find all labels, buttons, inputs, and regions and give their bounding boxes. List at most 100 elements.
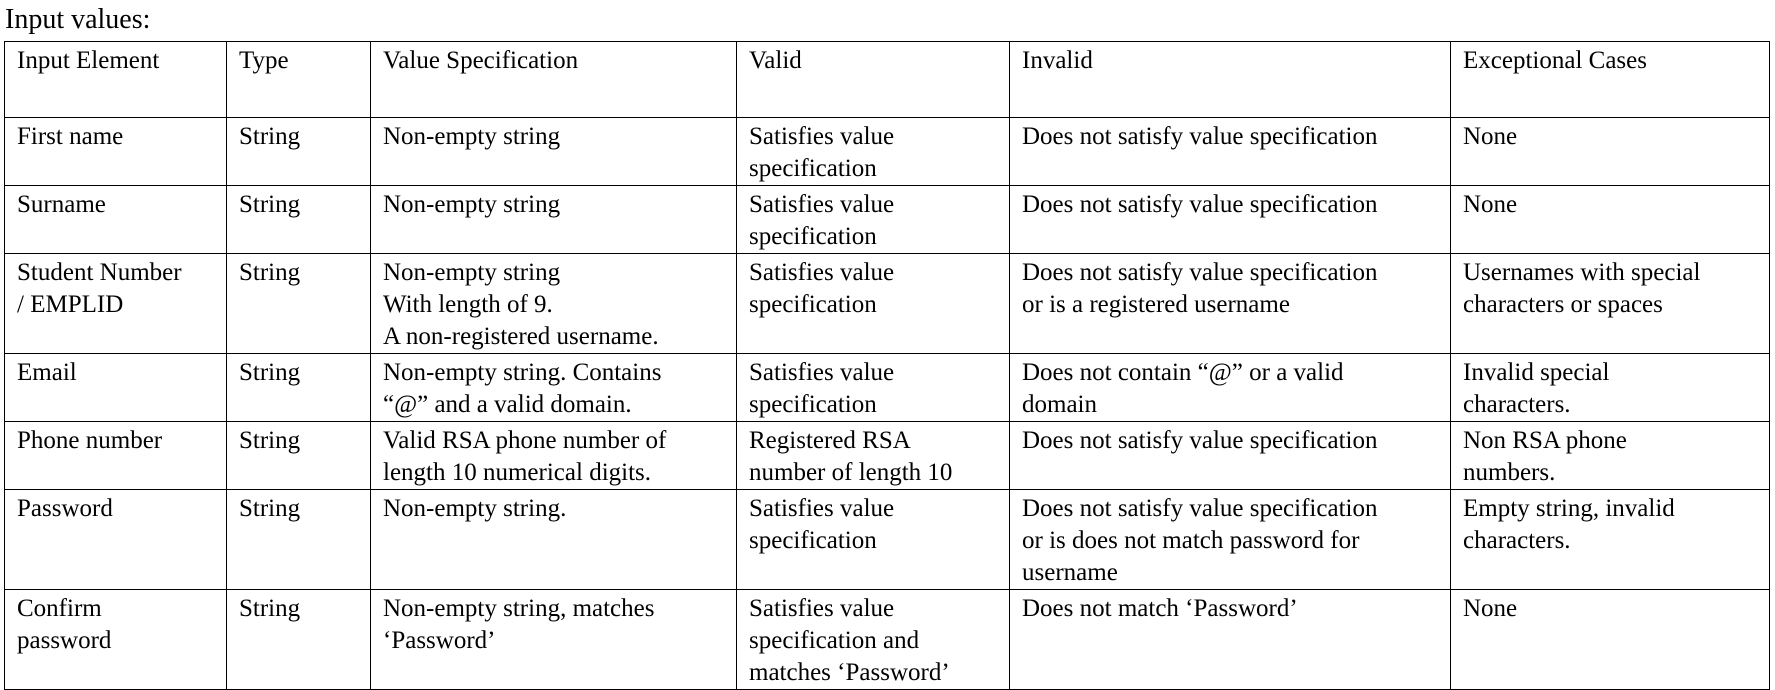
cell-text-line: characters. <box>1463 525 1757 557</box>
cell-input-element: Surname <box>5 186 227 254</box>
cell-valid: Satisfies value specification <box>737 354 1010 422</box>
cell-invalid: Does not satisfy value specification <box>1010 186 1451 254</box>
column-header-type: Type <box>227 42 371 118</box>
cell-invalid: Does not contain “@” or a valid domain <box>1010 354 1451 422</box>
column-header-label: Input Element <box>17 45 214 77</box>
cell-text-line: specification <box>749 289 997 321</box>
cell-type: String <box>227 186 371 254</box>
column-header-label: Value Specification <box>383 45 724 77</box>
column-header-label: Exceptional Cases <box>1463 45 1757 77</box>
cell-text-line: specification <box>749 153 997 185</box>
cell-valid: Satisfies value specification and matches … <box>737 590 1010 690</box>
cell-text-line: String <box>239 493 358 525</box>
table-row: Phone number String Valid RSA phone number… <box>5 422 1770 490</box>
cell-valid: Satisfies value specification <box>737 186 1010 254</box>
cell-text-line: Does not match ‘Password’ <box>1022 593 1438 625</box>
cell-text-line: Invalid special <box>1463 357 1757 389</box>
cell-text-line: specification and <box>749 625 997 657</box>
cell-invalid: Does not match ‘Password’ <box>1010 590 1451 690</box>
column-header-invalid: Invalid <box>1010 42 1451 118</box>
table-row: Surname String Non-empty string Satisfies v… <box>5 186 1770 254</box>
cell-text-line: Satisfies value <box>749 189 997 221</box>
cell-text-line: Registered RSA <box>749 425 997 457</box>
cell-invalid: Does not satisfy value specification or i… <box>1010 254 1451 354</box>
cell-text-line: domain <box>1022 389 1438 421</box>
cell-text-line: Non-empty string <box>383 189 724 221</box>
cell-text-line: String <box>239 257 358 289</box>
cell-text-line: numbers. <box>1463 457 1757 489</box>
cell-text-line: Does not satisfy value specification <box>1022 257 1438 289</box>
table-row: Password String Non-empty string. Satisfies… <box>5 490 1770 590</box>
cell-type: String <box>227 354 371 422</box>
cell-value-specification: Non-empty string. Contains “@” and a vali… <box>371 354 737 422</box>
cell-text-line: Valid RSA phone number of <box>383 425 724 457</box>
cell-exceptional-cases: None <box>1451 118 1770 186</box>
cell-text-line: Confirm <box>17 593 214 625</box>
cell-text-line: None <box>1463 121 1757 153</box>
cell-type: String <box>227 422 371 490</box>
cell-type: String <box>227 490 371 590</box>
cell-text-line: String <box>239 425 358 457</box>
cell-exceptional-cases: None <box>1451 186 1770 254</box>
cell-exceptional-cases: Empty string, invalid characters. <box>1451 490 1770 590</box>
cell-text-line: With length of 9. <box>383 289 724 321</box>
cell-text-line: First name <box>17 121 214 153</box>
cell-text-line: Satisfies value <box>749 257 997 289</box>
cell-exceptional-cases: Invalid special characters. <box>1451 354 1770 422</box>
column-header-input-element: Input Element <box>5 42 227 118</box>
cell-invalid: Does not satisfy value specification <box>1010 118 1451 186</box>
cell-text-line: specification <box>749 525 997 557</box>
cell-text-line: A non-registered username. <box>383 321 724 353</box>
column-header-label: Invalid <box>1022 45 1438 77</box>
cell-text-line: Does not satisfy value specification <box>1022 425 1438 457</box>
cell-exceptional-cases: Non RSA phone numbers. <box>1451 422 1770 490</box>
cell-text-line: Usernames with special <box>1463 257 1757 289</box>
cell-text-line: number of length 10 <box>749 457 997 489</box>
cell-text-line: String <box>239 121 358 153</box>
column-header-value-specification: Value Specification <box>371 42 737 118</box>
cell-value-specification: Valid RSA phone number of length 10 numer… <box>371 422 737 490</box>
cell-exceptional-cases: Usernames with special characters or spac… <box>1451 254 1770 354</box>
cell-text-line: / EMPLID <box>17 289 214 321</box>
cell-text-line: Satisfies value <box>749 121 997 153</box>
cell-text-line: Phone number <box>17 425 214 457</box>
page-title: Input values: <box>5 3 150 37</box>
cell-valid: Satisfies value specification <box>737 254 1010 354</box>
cell-text-line: matches ‘Password’ <box>749 657 997 689</box>
input-values-table: Input Element Type Value Specification Vali… <box>4 41 1770 690</box>
cell-text-line: Surname <box>17 189 214 221</box>
cell-valid: Satisfies value specification <box>737 118 1010 186</box>
cell-valid: Registered RSA number of length 10 <box>737 422 1010 490</box>
cell-text-line: Non-empty string <box>383 121 724 153</box>
cell-text-line: password <box>17 625 214 657</box>
cell-text-line: Non-empty string, matches <box>383 593 724 625</box>
table-header-row: Input Element Type Value Specification Vali… <box>5 42 1770 118</box>
column-header-label: Valid <box>749 45 997 77</box>
cell-text-line: “@” and a valid domain. <box>383 389 724 421</box>
table-row: Student Number / EMPLID String Non-empty st… <box>5 254 1770 354</box>
cell-invalid: Does not satisfy value specification or i… <box>1010 490 1451 590</box>
cell-text-line: Does not satisfy value specification <box>1022 189 1438 221</box>
table-row: Email String Non-empty string. Contains “@”… <box>5 354 1770 422</box>
cell-text-line: or is does not match password for <box>1022 525 1438 557</box>
cell-text-line: Student Number <box>17 257 214 289</box>
cell-text-line: Empty string, invalid <box>1463 493 1757 525</box>
cell-input-element: Phone number <box>5 422 227 490</box>
cell-value-specification: Non-empty string With length of 9. A non-r… <box>371 254 737 354</box>
cell-text-line: Non-empty string <box>383 257 724 289</box>
cell-type: String <box>227 590 371 690</box>
cell-text-line: Non RSA phone <box>1463 425 1757 457</box>
cell-input-element: Password <box>5 490 227 590</box>
cell-value-specification: Non-empty string, matches ‘Password’ <box>371 590 737 690</box>
cell-exceptional-cases: None <box>1451 590 1770 690</box>
cell-text-line: specification <box>749 389 997 421</box>
column-header-exceptional-cases: Exceptional Cases <box>1451 42 1770 118</box>
cell-input-element: First name <box>5 118 227 186</box>
cell-value-specification: Non-empty string. <box>371 490 737 590</box>
cell-text-line: Does not satisfy value specification <box>1022 493 1438 525</box>
cell-text-line: Password <box>17 493 214 525</box>
cell-valid: Satisfies value specification <box>737 490 1010 590</box>
cell-text-line: specification <box>749 221 997 253</box>
cell-text-line: String <box>239 357 358 389</box>
cell-text-line: Does not satisfy value specification <box>1022 121 1438 153</box>
